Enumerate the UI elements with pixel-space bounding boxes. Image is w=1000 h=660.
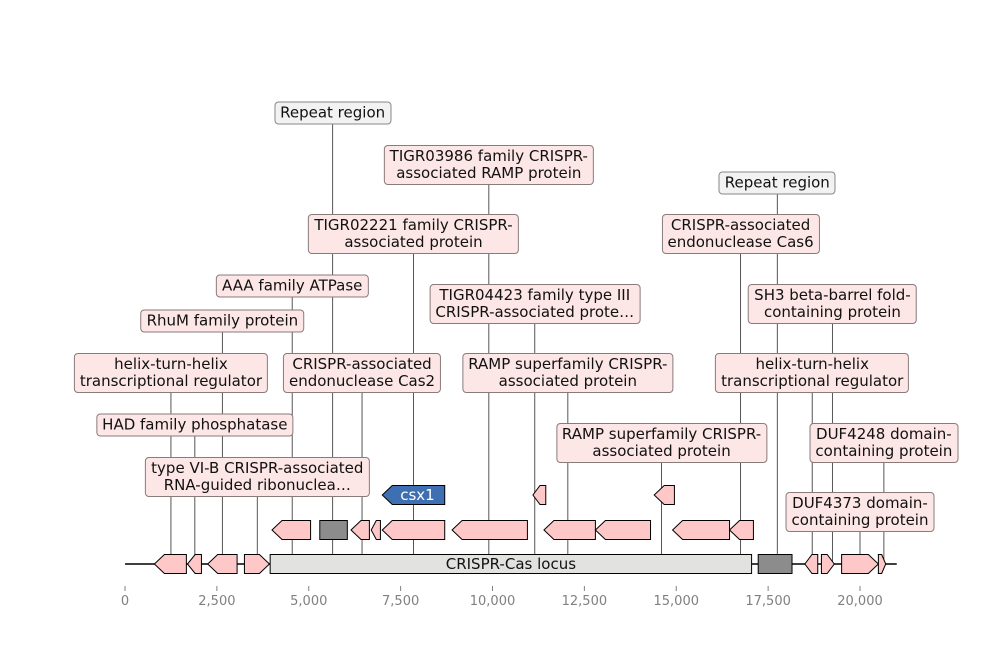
gene-annotation-label: RAMP superfamily CRISPR-associated prote… [555,423,768,463]
gene-annotation-label: TIGR02221 family CRISPR-associated prote… [308,214,519,254]
crispr-cas-locus-bar [269,554,753,574]
gene-arrow [206,554,238,574]
gene-arrow [543,520,596,540]
axis-tick-label: 17,500 [745,594,791,609]
gene-annotation-label: TIGR03986 family CRISPR-associated RAMP … [383,145,594,185]
gene-arrow [820,554,835,574]
gene-arrow [243,554,271,574]
axis-tick-label: 15,000 [653,594,700,609]
gene-annotation-label: RAMP superfamily CRISPR-associated prote… [462,353,674,393]
gene-arrow [594,520,652,540]
gene-arrow [451,520,528,540]
gene-annotation-label: TIGR04423 family type III CRISPR-associat… [429,284,641,324]
gene-annotation-label: type VI-B CRISPR-associated RNA-guided ri… [145,457,370,497]
axis-tick-label: 5,000 [290,594,328,609]
axis-tick-label: 10,000 [469,594,516,609]
gene-arrow [671,520,731,540]
axis-tick-label: 0 [120,594,130,609]
gene-annotation-label: DUF4248 domain-containing protein [809,423,959,463]
axis-tick-label: 7,500 [382,594,420,609]
csx1-gene [381,485,446,505]
repeat-block [757,554,793,574]
gene-annotation-label: DUF4373 domain-containing protein [785,492,935,532]
gene-arrow [153,554,187,574]
gene-arrow [653,485,675,505]
gene-arrow [350,520,370,540]
gene-annotation-label: helix-turn-helix transcriptional regulato… [73,353,269,393]
gene-arrow [728,520,754,540]
gene-arrow [370,520,381,540]
gene-annotation-label: HAD family phosphatase [96,413,294,437]
gene-annotation-label: SH3 beta-barrel fold-containing protein [748,284,917,324]
crispr-cas-locus-label: CRISPR-Cas locus [445,555,577,573]
csx1-label: csx1 [400,486,435,504]
gene-arrow [804,554,819,574]
repeat-region-label: Repeat region [718,171,836,195]
gene-arrow [271,520,312,540]
gene-arrow [532,485,547,505]
gene-annotation-label: AAA family ATPase [216,274,369,298]
gene-arrow [877,554,887,574]
gene-arrow [186,554,202,574]
gene-annotation-label: CRISPR-associated endonuclease Cas6 [661,214,820,254]
repeat-block [319,520,348,540]
gene-annotation-label: CRISPR-associated endonuclease Cas2 [282,353,442,393]
gene-annotation-label: RhuM family protein [140,309,305,333]
axis-tick-label: 12,500 [561,594,608,609]
gene-annotation-label: helix-turn-helix transcriptional regulato… [715,353,910,393]
repeat-region-label: Repeat region [274,101,392,125]
axis-tick-label: 2,500 [198,594,236,609]
axis-tick-label: 20,000 [837,594,883,609]
gene-arrow [381,520,446,540]
gene-arrow [841,554,880,574]
